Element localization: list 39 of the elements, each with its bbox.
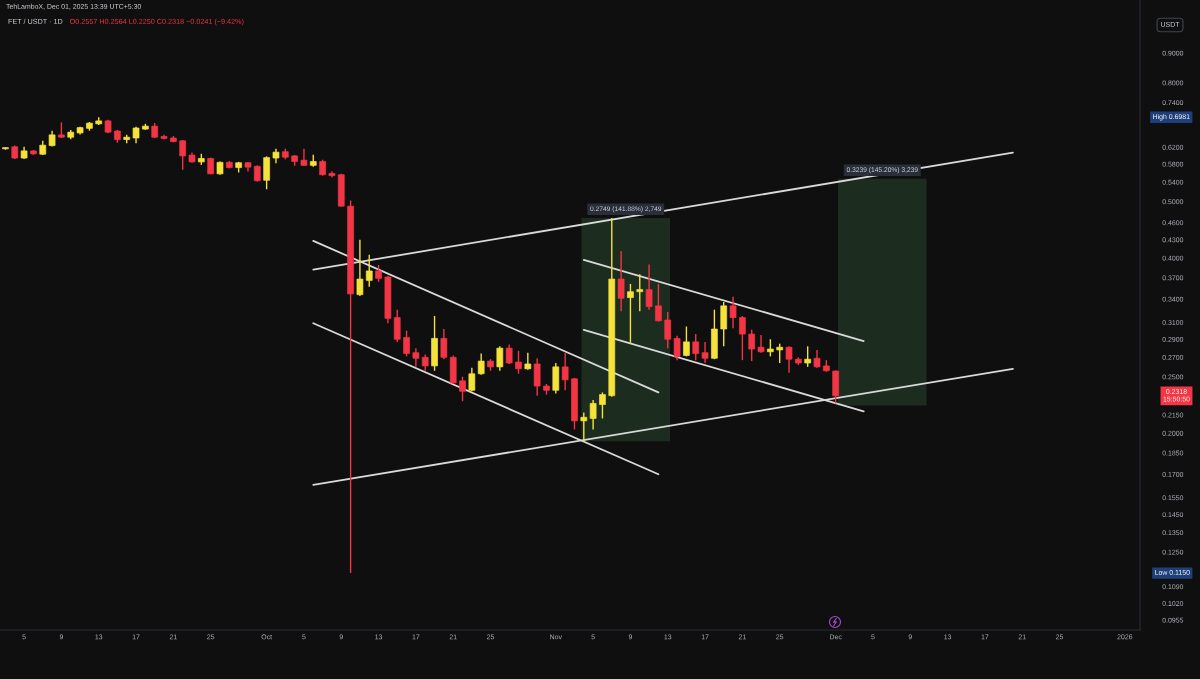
candlestick — [673, 335, 681, 361]
candlestick — [263, 155, 270, 190]
candlestick — [645, 263, 653, 311]
candlestick — [179, 139, 187, 171]
candlestick — [599, 391, 606, 420]
candlestick — [365, 254, 373, 288]
candlestick — [580, 411, 588, 442]
candlestick — [776, 342, 784, 364]
candlestick — [524, 351, 532, 371]
candlestick — [589, 399, 597, 431]
candlestick — [403, 329, 410, 358]
candlestick — [627, 283, 634, 344]
candlestick — [729, 296, 737, 329]
candlestick — [804, 345, 812, 368]
candlestick — [664, 311, 672, 349]
candlestick — [636, 273, 644, 312]
candlestick — [477, 352, 485, 376]
candlestick — [720, 301, 728, 348]
candlestick — [533, 357, 541, 397]
candlestick — [757, 334, 765, 354]
candlestick — [496, 345, 504, 372]
candlestick — [617, 250, 625, 312]
candlestick — [748, 329, 756, 362]
candlestick — [739, 315, 746, 361]
candlestick — [505, 343, 513, 365]
candlestick — [561, 351, 569, 391]
candlestick — [692, 333, 700, 361]
candlestick — [683, 325, 690, 358]
candlestick — [393, 308, 401, 343]
candlestick — [515, 350, 522, 375]
candlestick — [300, 148, 308, 167]
candlestick — [785, 345, 793, 374]
candlestick — [440, 328, 448, 360]
candlestick — [552, 362, 560, 395]
candlestick — [356, 239, 364, 297]
candlestick — [655, 283, 662, 323]
candlestick — [459, 376, 466, 402]
candlestick — [412, 347, 420, 368]
candlestick — [701, 341, 709, 364]
